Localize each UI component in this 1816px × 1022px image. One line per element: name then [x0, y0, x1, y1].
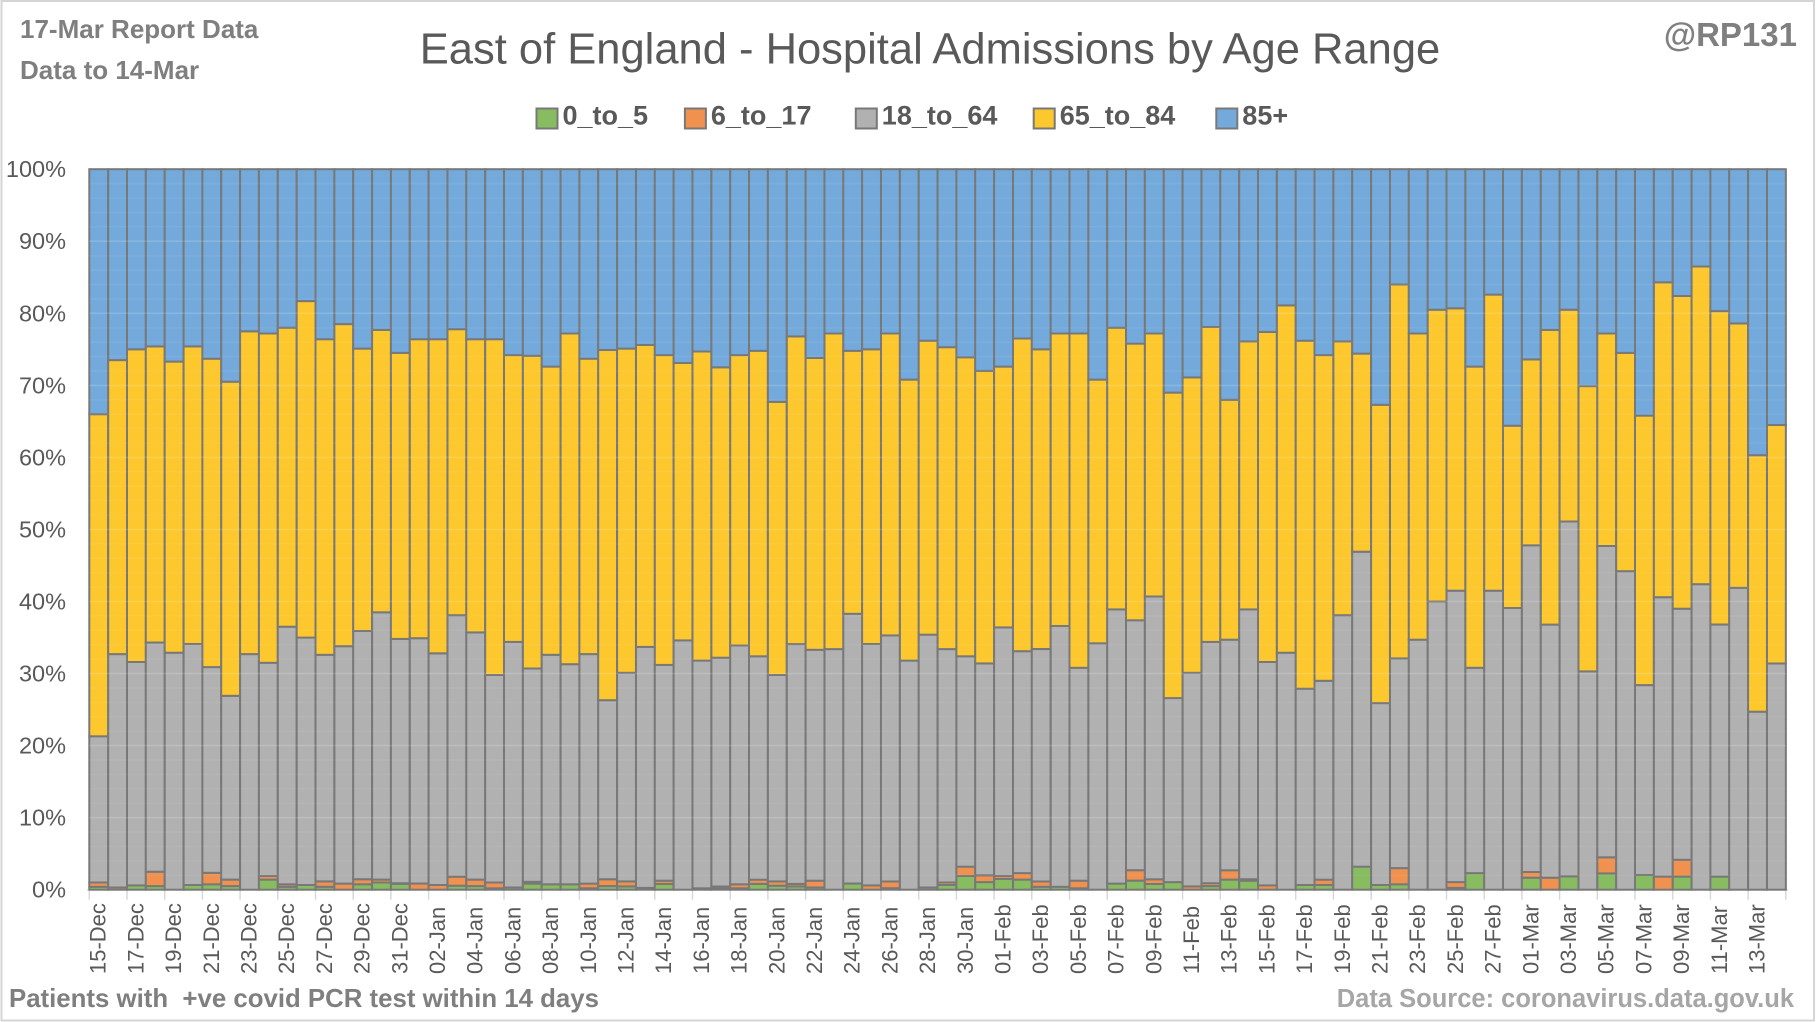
svg-text:20-Jan: 20-Jan	[764, 907, 789, 974]
svg-text:17-Mar Report Data: 17-Mar Report Data	[20, 14, 259, 44]
svg-text:12-Jan: 12-Jan	[614, 907, 639, 974]
svg-text:06-Jan: 06-Jan	[500, 907, 525, 974]
svg-text:24-Jan: 24-Jan	[840, 907, 865, 974]
svg-text:27-Dec: 27-Dec	[312, 903, 337, 974]
svg-text:70%: 70%	[19, 372, 66, 398]
svg-text:25-Feb: 25-Feb	[1443, 904, 1468, 974]
svg-text:85+: 85+	[1242, 101, 1288, 131]
svg-text:13-Feb: 13-Feb	[1217, 904, 1242, 974]
svg-text:19-Dec: 19-Dec	[161, 903, 186, 974]
svg-text:31-Dec: 31-Dec	[387, 903, 412, 974]
svg-text:17-Dec: 17-Dec	[123, 903, 148, 974]
svg-text:30%: 30%	[19, 661, 66, 687]
svg-text:03-Feb: 03-Feb	[1028, 904, 1053, 974]
svg-text:07-Mar: 07-Mar	[1631, 904, 1656, 974]
svg-text:15-Dec: 15-Dec	[86, 903, 111, 974]
svg-text:10%: 10%	[19, 805, 66, 831]
svg-text:0_to_5: 0_to_5	[563, 101, 649, 131]
svg-text:28-Jan: 28-Jan	[915, 907, 940, 974]
svg-text:09-Mar: 09-Mar	[1669, 904, 1694, 974]
svg-text:21-Dec: 21-Dec	[199, 903, 224, 974]
svg-text:16-Jan: 16-Jan	[689, 907, 714, 974]
svg-text:21-Feb: 21-Feb	[1368, 904, 1393, 974]
svg-text:02-Jan: 02-Jan	[425, 907, 450, 974]
svg-text:15-Feb: 15-Feb	[1254, 904, 1279, 974]
svg-text:Patients with +ve covid PCR t: Patients with +ve covid PCR test within …	[9, 985, 599, 1013]
svg-text:East of England - Hospital Adm: East of England - Hospital Admissions by…	[420, 26, 1440, 74]
svg-text:05-Feb: 05-Feb	[1066, 904, 1091, 974]
svg-text:100%: 100%	[6, 156, 66, 182]
svg-text:18-Jan: 18-Jan	[727, 907, 752, 974]
svg-text:Data to 14-Mar: Data to 14-Mar	[20, 55, 199, 85]
svg-text:26-Jan: 26-Jan	[877, 907, 902, 974]
svg-text:Data Source: coronavirus.data.: Data Source: coronavirus.data.gov.uk	[1337, 985, 1795, 1013]
svg-text:17-Feb: 17-Feb	[1292, 904, 1317, 974]
svg-text:0%: 0%	[32, 877, 66, 903]
svg-text:6_to_17: 6_to_17	[711, 101, 812, 131]
svg-text:23-Dec: 23-Dec	[237, 903, 262, 974]
svg-text:60%: 60%	[19, 444, 66, 470]
svg-text:11-Mar: 11-Mar	[1707, 906, 1732, 974]
svg-text:05-Mar: 05-Mar	[1594, 904, 1619, 974]
svg-text:50%: 50%	[19, 517, 66, 543]
svg-text:18_to_64: 18_to_64	[882, 101, 998, 131]
svg-text:04-Jan: 04-Jan	[463, 907, 488, 974]
svg-text:30-Jan: 30-Jan	[953, 907, 978, 974]
svg-text:01-Mar: 01-Mar	[1518, 904, 1543, 974]
svg-text:20%: 20%	[19, 733, 66, 759]
svg-text:11-Feb: 11-Feb	[1179, 906, 1204, 974]
svg-text:25-Dec: 25-Dec	[274, 903, 299, 974]
svg-text:07-Feb: 07-Feb	[1104, 904, 1129, 974]
svg-text:80%: 80%	[19, 300, 66, 326]
svg-text:08-Jan: 08-Jan	[538, 907, 563, 974]
svg-text:19-Feb: 19-Feb	[1330, 904, 1355, 974]
svg-text:10-Jan: 10-Jan	[576, 907, 601, 974]
svg-text:23-Feb: 23-Feb	[1405, 904, 1430, 974]
svg-text:29-Dec: 29-Dec	[350, 903, 375, 974]
svg-text:40%: 40%	[19, 589, 66, 615]
svg-text:22-Jan: 22-Jan	[802, 907, 827, 974]
svg-text:@RP131: @RP131	[1664, 16, 1797, 53]
svg-text:09-Feb: 09-Feb	[1141, 904, 1166, 974]
svg-text:03-Mar: 03-Mar	[1556, 904, 1581, 974]
svg-text:90%: 90%	[19, 228, 66, 254]
svg-text:13-Mar: 13-Mar	[1745, 904, 1770, 974]
svg-text:65_to_84: 65_to_84	[1060, 101, 1176, 131]
svg-text:14-Jan: 14-Jan	[651, 907, 676, 974]
svg-text:27-Feb: 27-Feb	[1481, 904, 1506, 974]
svg-text:01-Feb: 01-Feb	[991, 904, 1016, 974]
